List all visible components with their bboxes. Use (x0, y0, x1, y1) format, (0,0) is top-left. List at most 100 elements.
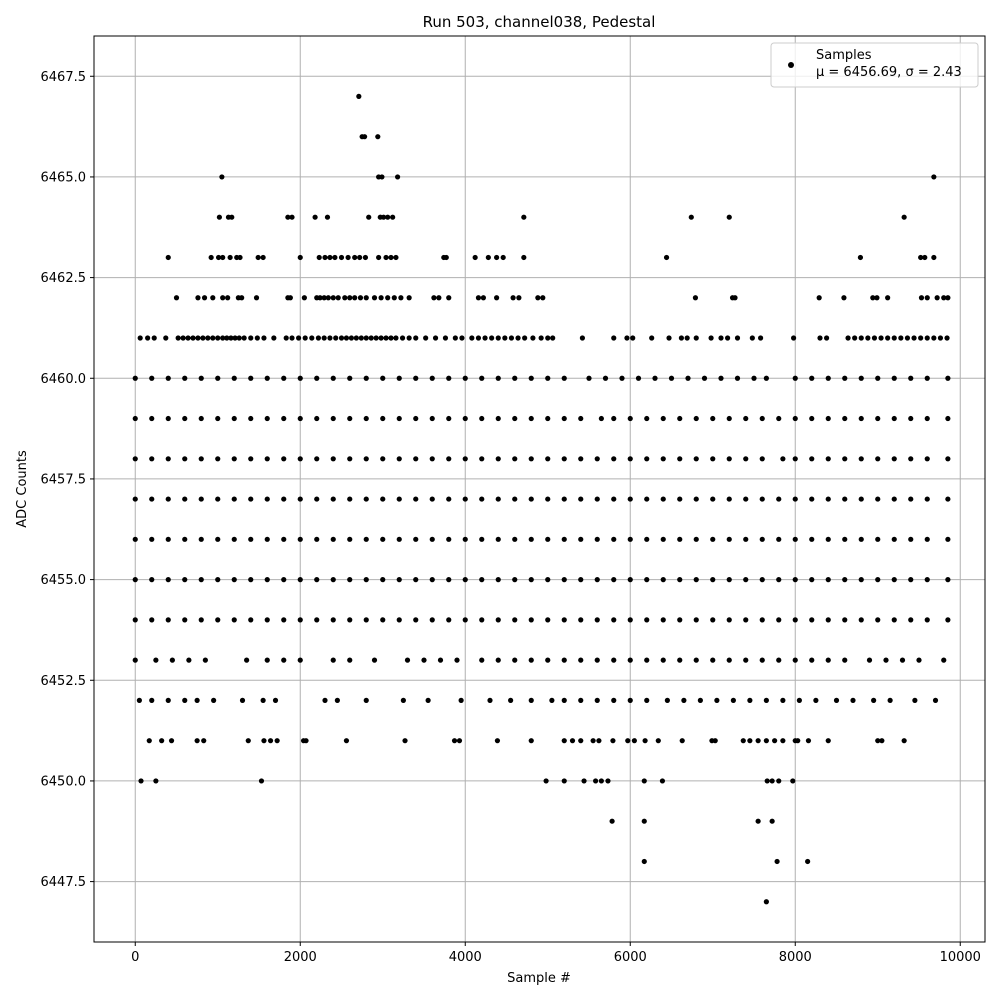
data-point (759, 536, 765, 542)
data-point (244, 657, 250, 663)
data-point (508, 335, 515, 341)
data-point (229, 214, 235, 220)
data-point (630, 335, 636, 341)
data-point (353, 335, 359, 341)
data-point (635, 375, 642, 381)
data-point (462, 617, 468, 623)
data-point (451, 738, 458, 744)
data-point (248, 577, 254, 583)
data-point (887, 697, 893, 704)
data-point (330, 295, 336, 301)
data-point (660, 496, 666, 502)
data-point (182, 697, 188, 704)
data-point (561, 577, 567, 583)
data-point (611, 335, 617, 341)
data-point (594, 657, 600, 663)
data-point (776, 657, 782, 663)
data-point (593, 778, 599, 784)
data-point (805, 738, 812, 744)
data-point (225, 295, 231, 301)
data-point (912, 697, 918, 704)
chart-title: Run 503, channel038, Pedestal (423, 13, 656, 31)
data-point (237, 254, 243, 261)
data-point (666, 335, 672, 341)
data-point (347, 295, 353, 301)
data-point (743, 536, 749, 542)
data-point (701, 375, 708, 381)
data-point (137, 335, 143, 341)
data-point (857, 254, 864, 261)
data-point (561, 415, 567, 422)
data-point (314, 536, 320, 542)
data-point (132, 496, 138, 502)
data-point (165, 617, 171, 623)
data-point (357, 254, 363, 261)
data-point (611, 617, 617, 623)
data-point (388, 254, 394, 261)
data-point (652, 375, 658, 381)
data-point (446, 375, 452, 381)
data-point (759, 657, 765, 663)
data-point (644, 697, 650, 704)
data-point (530, 335, 536, 341)
data-point (891, 577, 897, 583)
data-point (545, 617, 551, 623)
data-point (685, 375, 691, 381)
data-point (655, 738, 661, 744)
data-point (918, 335, 924, 341)
data-point (561, 778, 567, 784)
data-point (743, 415, 749, 422)
data-point (734, 375, 741, 381)
x-tick-label: 8000 (779, 950, 812, 965)
data-point (528, 375, 534, 381)
data-point (165, 536, 171, 542)
data-point (809, 456, 815, 462)
data-point (219, 174, 225, 180)
data-point (332, 254, 338, 261)
data-point (495, 496, 501, 502)
data-point (362, 134, 368, 140)
data-point (330, 375, 336, 381)
data-point (303, 738, 309, 744)
data-point (494, 738, 501, 744)
data-point (264, 536, 270, 542)
data-point (693, 577, 699, 583)
data-point (578, 456, 584, 462)
data-point (194, 738, 200, 744)
data-point (842, 617, 848, 623)
data-point (281, 657, 287, 663)
data-point (255, 254, 261, 261)
data-point (598, 778, 604, 784)
data-point (343, 335, 350, 341)
data-point (660, 456, 666, 462)
data-point (545, 577, 551, 583)
data-point (796, 697, 802, 704)
data-point (891, 415, 897, 422)
data-point (446, 496, 452, 502)
data-point (845, 335, 851, 341)
data-point (710, 415, 716, 422)
data-point (264, 496, 270, 502)
x-tick-label: 4000 (449, 950, 482, 965)
data-point (663, 254, 670, 261)
data-point (619, 375, 625, 381)
data-point (776, 536, 782, 542)
data-point (755, 738, 761, 744)
data-point (264, 456, 270, 462)
data-point (149, 496, 155, 502)
data-point (175, 335, 181, 341)
data-point (224, 335, 230, 341)
data-point (338, 254, 345, 261)
data-point (446, 415, 452, 422)
y-tick-label: 6452.5 (41, 674, 87, 689)
data-point (165, 697, 171, 704)
data-point (264, 415, 270, 422)
data-point (309, 335, 315, 341)
data-point (693, 536, 699, 542)
data-point (393, 254, 399, 261)
data-point (578, 536, 584, 542)
data-point (363, 536, 369, 542)
data-point (479, 496, 485, 502)
data-point (338, 335, 345, 341)
